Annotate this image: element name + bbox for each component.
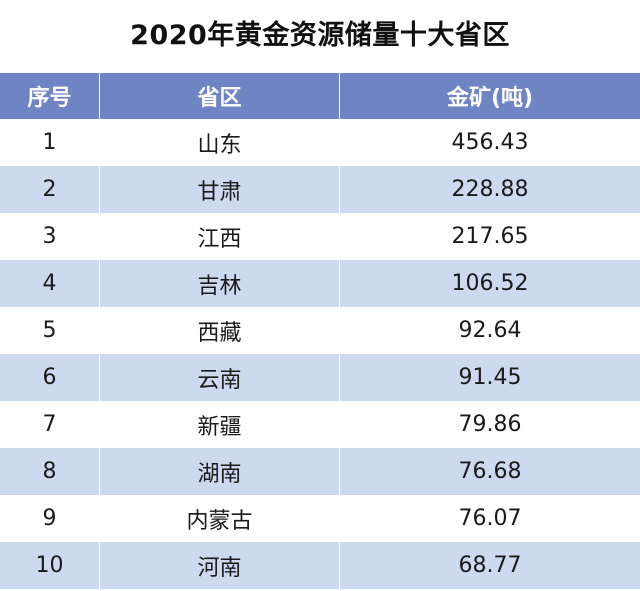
province-cell: 西藏 [99, 307, 339, 354]
rank-cell: 1 [0, 119, 99, 166]
table-row: 10 河南 68.77 [0, 542, 640, 589]
rank-cell: 4 [0, 260, 99, 307]
header-gold-reserve: 金矿(吨) [339, 73, 640, 119]
gold-reserve-cell: 92.64 [339, 307, 640, 354]
gold-reserve-cell: 456.43 [339, 119, 640, 166]
province-cell: 云南 [99, 354, 339, 401]
header-province: 省区 [99, 73, 339, 119]
province-cell: 甘肃 [99, 166, 339, 213]
province-cell: 山东 [99, 119, 339, 166]
gold-reserve-cell: 68.77 [339, 542, 640, 589]
rank-cell: 2 [0, 166, 99, 213]
table-row: 7 新疆 79.86 [0, 401, 640, 448]
gold-reserve-cell: 76.07 [339, 495, 640, 542]
table-row: 8 湖南 76.68 [0, 448, 640, 495]
rank-cell: 9 [0, 495, 99, 542]
gold-reserve-cell: 217.65 [339, 213, 640, 260]
province-cell: 内蒙古 [99, 495, 339, 542]
rank-cell: 6 [0, 354, 99, 401]
gold-reserve-cell: 106.52 [339, 260, 640, 307]
rank-cell: 10 [0, 542, 99, 589]
province-cell: 新疆 [99, 401, 339, 448]
rank-cell: 5 [0, 307, 99, 354]
table-row: 2 甘肃 228.88 [0, 166, 640, 213]
table-row: 1 山东 456.43 [0, 119, 640, 166]
gold-reserve-cell: 76.68 [339, 448, 640, 495]
rank-cell: 7 [0, 401, 99, 448]
table-row: 9 内蒙古 76.07 [0, 495, 640, 542]
table-row: 6 云南 91.45 [0, 354, 640, 401]
province-cell: 湖南 [99, 448, 339, 495]
table-title: 2020年黄金资源储量十大省区 [130, 20, 510, 51]
gold-reserve-cell: 228.88 [339, 166, 640, 213]
table-row: 5 西藏 92.64 [0, 307, 640, 354]
data-table: 序号 省区 金矿(吨) 1 山东 456.43 2 甘肃 228.88 3 江西 217.65 4… [0, 73, 640, 589]
gold-reserve-cell: 91.45 [339, 354, 640, 401]
gold-reserve-cell: 79.86 [339, 401, 640, 448]
table-row: 3 江西 217.65 [0, 213, 640, 260]
rank-cell: 8 [0, 448, 99, 495]
table-body: 1 山东 456.43 2 甘肃 228.88 3 江西 217.65 4 吉林 106.52 5 西藏 9… [0, 119, 640, 589]
province-cell: 吉林 [99, 260, 339, 307]
header-rank: 序号 [0, 73, 99, 119]
province-cell: 河南 [99, 542, 339, 589]
province-cell: 江西 [99, 213, 339, 260]
table-header-row: 序号 省区 金矿(吨) [0, 73, 640, 119]
rank-cell: 3 [0, 213, 99, 260]
table-row: 4 吉林 106.52 [0, 260, 640, 307]
